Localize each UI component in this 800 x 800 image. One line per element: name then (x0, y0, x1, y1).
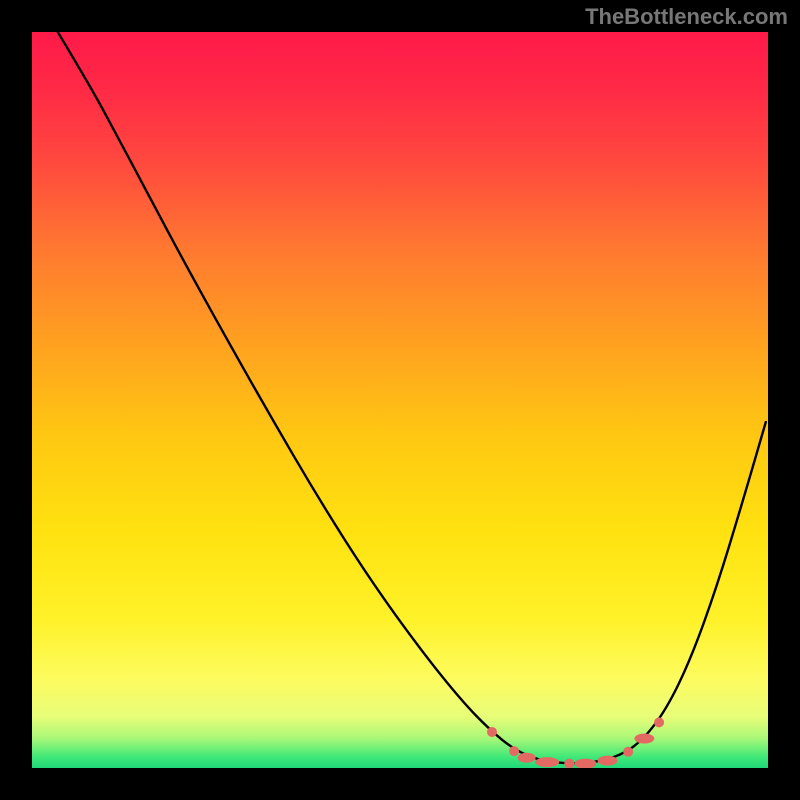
attribution-text: TheBottleneck.com (585, 4, 788, 30)
marker-point (623, 747, 633, 757)
marker-point (634, 734, 654, 744)
plot-area (32, 32, 768, 768)
marker-point (487, 727, 497, 737)
marker-point (518, 753, 536, 763)
marker-point (574, 759, 596, 768)
marker-point (535, 757, 559, 767)
curve-layer (32, 32, 768, 768)
bottleneck-curve (58, 32, 766, 763)
marker-point (509, 746, 519, 756)
marker-point (598, 756, 618, 766)
marker-point (564, 759, 574, 768)
marker-point (654, 717, 664, 727)
